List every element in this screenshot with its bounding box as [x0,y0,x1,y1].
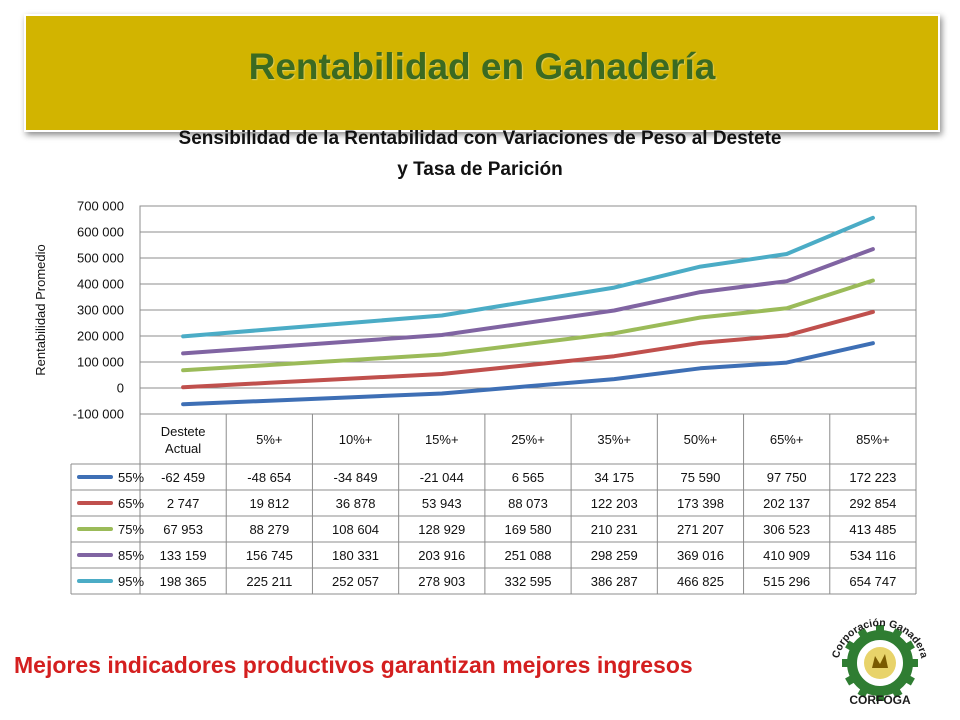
table-cell-value: 251 088 [505,548,552,563]
table-cell-value: 97 750 [767,470,807,485]
table-cell-value: -48 654 [247,470,291,485]
gear-tooth [890,628,903,641]
y-tick-label: 300 000 [77,303,124,318]
table-cell-value: -34 849 [334,470,378,485]
table-cell-value: 133 159 [160,548,207,563]
logo-bottom-text: CORFOGA [849,693,911,707]
page-title: Rentabilidad en Ganadería [248,46,716,87]
table-cell-value: 654 747 [849,574,896,589]
gear-tooth [876,691,884,701]
legend-label: 55% [118,470,144,485]
table-cell-value: 298 259 [591,548,638,563]
table-cell-value: 202 137 [763,496,810,511]
table-cell-value: 156 745 [246,548,293,563]
table-cell-value: 252 057 [332,574,379,589]
table-cell-value: 88 279 [249,522,289,537]
x-category-label: 50%+ [684,432,718,447]
bull-icon [872,654,888,668]
table-cell-value: 169 580 [505,522,552,537]
table-cell-value: 332 595 [505,574,552,589]
x-category-label: 15%+ [425,432,459,447]
legend-label: 95% [118,574,144,589]
table-cell-value: 128 929 [418,522,465,537]
table-cell-value: 413 485 [849,522,896,537]
y-tick-label: -100 000 [73,407,124,422]
table-cell-value: 34 175 [594,470,634,485]
table-cell-value: 292 854 [849,496,896,511]
chart-title-line-2: y Tasa de Parición [397,159,563,180]
x-category-label: 5%+ [256,432,282,447]
gear-tooth [857,628,870,641]
gear-tooth [857,685,870,698]
logo-center [864,647,896,679]
chart-title-line-1: Sensibilidad de la Rentabilidad con Vari… [178,128,782,149]
table-cell-value: 36 878 [336,496,376,511]
x-category-label: Actual [165,441,201,456]
legend-label: 75% [118,522,144,537]
x-category-label: 85%+ [856,432,890,447]
y-tick-label: 200 000 [77,329,124,344]
gear-tooth [908,659,918,667]
table-cell-value: 515 296 [763,574,810,589]
table-cell-value: -21 044 [420,470,464,485]
gear-tooth [890,685,903,698]
table-cell-value: 534 116 [850,548,896,563]
table-cell-value: 386 287 [591,574,638,589]
x-category-label: 35%+ [597,432,631,447]
table-cell-value: 53 943 [422,496,462,511]
legend-label: 65% [118,496,144,511]
table-cell-value: 203 916 [418,548,465,563]
x-category-label: 10%+ [339,432,373,447]
table-cell-value: 180 331 [332,548,379,563]
table-cell-value: 172 223 [849,470,896,485]
y-tick-label: 100 000 [77,355,124,370]
table-cell-value: 278 903 [418,574,465,589]
gear-tooth [845,640,858,653]
x-category-label: 65%+ [770,432,804,447]
gear-icon [842,625,918,701]
gear-tooth [876,625,884,635]
y-tick-label: 600 000 [77,225,124,240]
table-cell-value: 210 231 [591,522,638,537]
y-tick-label: 700 000 [77,199,124,214]
table-cell-value: 75 590 [681,470,721,485]
table-cell-value: 88 073 [508,496,548,511]
x-category-label: 25%+ [511,432,545,447]
gear-tooth [842,659,852,667]
table-cell-value: 67 953 [163,522,203,537]
y-axis-label: Rentabilidad Promedio [33,244,48,376]
table-cell-value: 271 207 [677,522,724,537]
table-cell-value: 173 398 [677,496,724,511]
x-category-label: Destete [161,424,206,439]
y-tick-label: 400 000 [77,277,124,292]
table-cell-value: 306 523 [763,522,810,537]
table-cell-value: 369 016 [677,548,724,563]
table-cell-value: 122 203 [591,496,638,511]
table-cell-value: 108 604 [332,522,379,537]
footer-slogan: Mejores indicadores productivos garantiz… [14,652,693,678]
title-banner: Rentabilidad en Ganadería [24,14,940,132]
y-tick-label: 500 000 [77,251,124,266]
table-cell-value: 466 825 [677,574,724,589]
corfoga-logo: Corporación Ganadera CORFOGA [830,617,930,707]
table-cell-value: 225 211 [246,574,292,589]
gear-tooth [902,640,915,653]
table-cell-value: 2 747 [167,496,200,511]
y-tick-label: 0 [117,381,124,396]
gear-tooth [845,673,858,686]
table-cell-value: 410 909 [763,548,810,563]
table-cell-value: 198 365 [160,574,207,589]
table-cell-value: 6 565 [512,470,545,485]
legend-label: 85% [118,548,144,563]
table-cell-value: -62 459 [161,470,205,485]
gear-tooth [902,673,915,686]
table-cell-value: 19 812 [249,496,289,511]
